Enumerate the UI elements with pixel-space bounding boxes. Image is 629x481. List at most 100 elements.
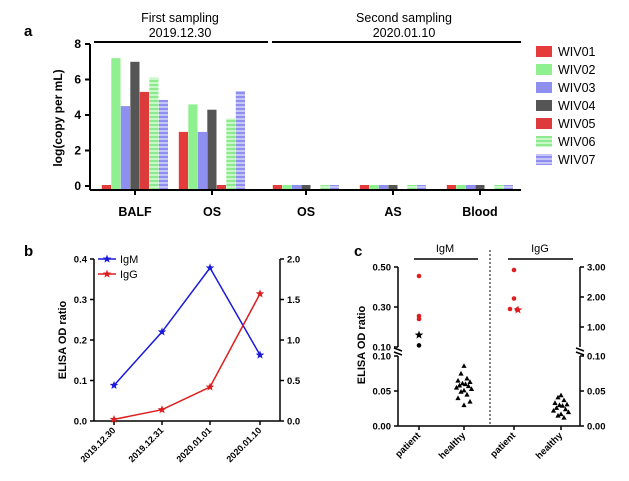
point-igg-patient bbox=[507, 306, 513, 312]
panel-c-right-tick-label: 0.10 bbox=[587, 352, 606, 363]
bar-wiv07 bbox=[235, 91, 245, 190]
point-igg-healthy bbox=[559, 403, 566, 408]
panel-c-xtick-label: patient bbox=[488, 430, 518, 460]
bar-wiv07 bbox=[158, 99, 168, 190]
bar-wiv04 bbox=[207, 109, 217, 190]
panel-c-right-tick-label: 3.00 bbox=[587, 263, 606, 274]
panel-b-xtick-label: 2019.12.31 bbox=[126, 425, 165, 464]
panel-b-right-tick-label: 1.0 bbox=[287, 336, 300, 347]
panel-b-left-tick-label: 0.3 bbox=[74, 295, 87, 306]
marker-igm bbox=[109, 380, 119, 389]
bar-wiv06 bbox=[149, 77, 159, 190]
panel-b-ylabel: ELISA OD ratio bbox=[57, 301, 69, 380]
panel-c-points bbox=[414, 267, 572, 420]
bar-wiv05 bbox=[139, 91, 149, 190]
point-igm-patient-star bbox=[414, 330, 424, 339]
panel-b-right-tick-label: 1.5 bbox=[287, 295, 301, 306]
panel-a-category-label: AS bbox=[384, 205, 401, 219]
bar-wiv04 bbox=[301, 185, 311, 190]
line-igm bbox=[113, 266, 261, 386]
panel-c-ylabel: ELISA OD ratio bbox=[356, 306, 368, 385]
point-igm-healthy bbox=[461, 387, 467, 393]
legend-swatch-wiv01 bbox=[536, 46, 552, 57]
point-igm-healthy bbox=[453, 384, 460, 390]
bar-wiv06 bbox=[320, 185, 330, 190]
point-igg-healthy bbox=[555, 412, 561, 418]
point-igm-patient bbox=[416, 273, 422, 279]
panel-c-left-tick-label: 0.10 bbox=[373, 352, 392, 363]
header-first-line2: 2019.12.30 bbox=[149, 26, 212, 40]
group-label-igg: IgG bbox=[531, 243, 549, 255]
point-igg-healthy bbox=[552, 400, 558, 405]
bar-wiv03 bbox=[120, 106, 130, 190]
point-igm-patient bbox=[416, 316, 422, 322]
point-igm-patient bbox=[416, 343, 422, 348]
panel-a-category-label: BALF bbox=[118, 205, 152, 219]
header-second-line2: 2020.01.10 bbox=[373, 26, 436, 40]
panel-b-right-tick-label: 2.0 bbox=[287, 255, 300, 266]
panel-b-xtick-label: 2020.01.10 bbox=[224, 425, 263, 464]
header-second-line1: Second sampling bbox=[356, 11, 452, 25]
point-igm-healthy bbox=[459, 380, 466, 386]
marker-igm bbox=[157, 327, 167, 336]
panel-a-label: a bbox=[24, 23, 33, 40]
panel-c-right-tick-label: 2.00 bbox=[587, 293, 606, 304]
legend-swatch-wiv03 bbox=[536, 82, 552, 93]
panel-b: b ELISA OD ratio 0.0 0.1 0.2 0.3 0.4 0.0 0.5 1.… bbox=[24, 243, 301, 464]
legend-swatch-wiv06 bbox=[536, 136, 552, 147]
legend-label-wiv02: WIV02 bbox=[558, 63, 596, 77]
point-igm-healthy bbox=[464, 391, 470, 397]
panel-b-legend: IgM IgG bbox=[98, 254, 138, 281]
point-igm-healthy bbox=[455, 395, 461, 401]
bar-wiv02 bbox=[111, 58, 121, 191]
panel-a-y-axis: 0 2 4 6 8 bbox=[74, 37, 91, 193]
legend-label-wiv07: WIV07 bbox=[558, 153, 596, 167]
panel-c-left-tick-label: 0.10 bbox=[373, 343, 392, 354]
point-igm-healthy bbox=[464, 375, 470, 381]
bar-wiv01 bbox=[359, 185, 369, 190]
legend-swatch-wiv02 bbox=[536, 64, 552, 75]
bar-wiv06 bbox=[494, 185, 504, 190]
legend-label-igm: IgM bbox=[120, 254, 138, 266]
point-igm-healthy bbox=[465, 383, 472, 389]
marker-igg bbox=[157, 405, 167, 414]
panel-b-left-tick-label: 0.1 bbox=[74, 376, 88, 387]
bar-wiv01 bbox=[178, 131, 188, 190]
bar-wiv03 bbox=[291, 185, 301, 190]
point-igg-patient bbox=[511, 267, 517, 273]
legend-label-wiv04: WIV04 bbox=[558, 99, 596, 113]
panel-c-right-tick-label: 0.00 bbox=[587, 422, 606, 433]
panel-a-ytick-label: 0 bbox=[74, 179, 81, 193]
panel-b-right-tick-label: 0.5 bbox=[287, 376, 301, 387]
bar-wiv07 bbox=[329, 185, 339, 190]
bar-wiv02 bbox=[456, 185, 466, 190]
bar-wiv02 bbox=[282, 185, 292, 190]
panel-c-axes: 0.500.300.100.100.050.003.002.001.000.10… bbox=[373, 263, 607, 462]
line-igg bbox=[113, 293, 261, 421]
panel-a-bars bbox=[101, 58, 513, 191]
legend-swatch-wiv04 bbox=[536, 100, 552, 111]
legend-swatch-wiv05 bbox=[536, 118, 552, 129]
panel-a-category-label: Blood bbox=[462, 205, 497, 219]
legend-label-wiv05: WIV05 bbox=[558, 117, 596, 131]
panel-c-left-tick-label: 0.50 bbox=[373, 263, 392, 274]
point-igm-healthy bbox=[461, 402, 467, 408]
bar-wiv04 bbox=[475, 185, 485, 190]
panel-a-category-label: OS bbox=[203, 205, 221, 219]
point-igg-healthy bbox=[561, 415, 567, 420]
bar-wiv01 bbox=[446, 185, 456, 190]
bar-wiv06 bbox=[226, 118, 236, 190]
point-igg-healthy bbox=[558, 411, 564, 417]
point-igg-healthy bbox=[556, 402, 563, 408]
panel-c-xtick-label: healthy bbox=[534, 430, 566, 462]
point-igm-healthy bbox=[462, 381, 469, 387]
bar-wiv04 bbox=[130, 61, 140, 191]
bar-wiv01 bbox=[101, 185, 111, 190]
bar-wiv03 bbox=[465, 185, 475, 190]
panel-b-axes: 0.0 0.1 0.2 0.3 0.4 0.0 0.5 1.0 1.5 2.0 2019.12.30… bbox=[74, 255, 301, 465]
legend-label-wiv03: WIV03 bbox=[558, 81, 596, 95]
marker-igg bbox=[205, 382, 215, 391]
panel-c-left-tick-label: 0.00 bbox=[373, 422, 392, 433]
panel-c-xtick-label: healthy bbox=[437, 430, 469, 462]
point-igg-healthy bbox=[564, 401, 570, 407]
